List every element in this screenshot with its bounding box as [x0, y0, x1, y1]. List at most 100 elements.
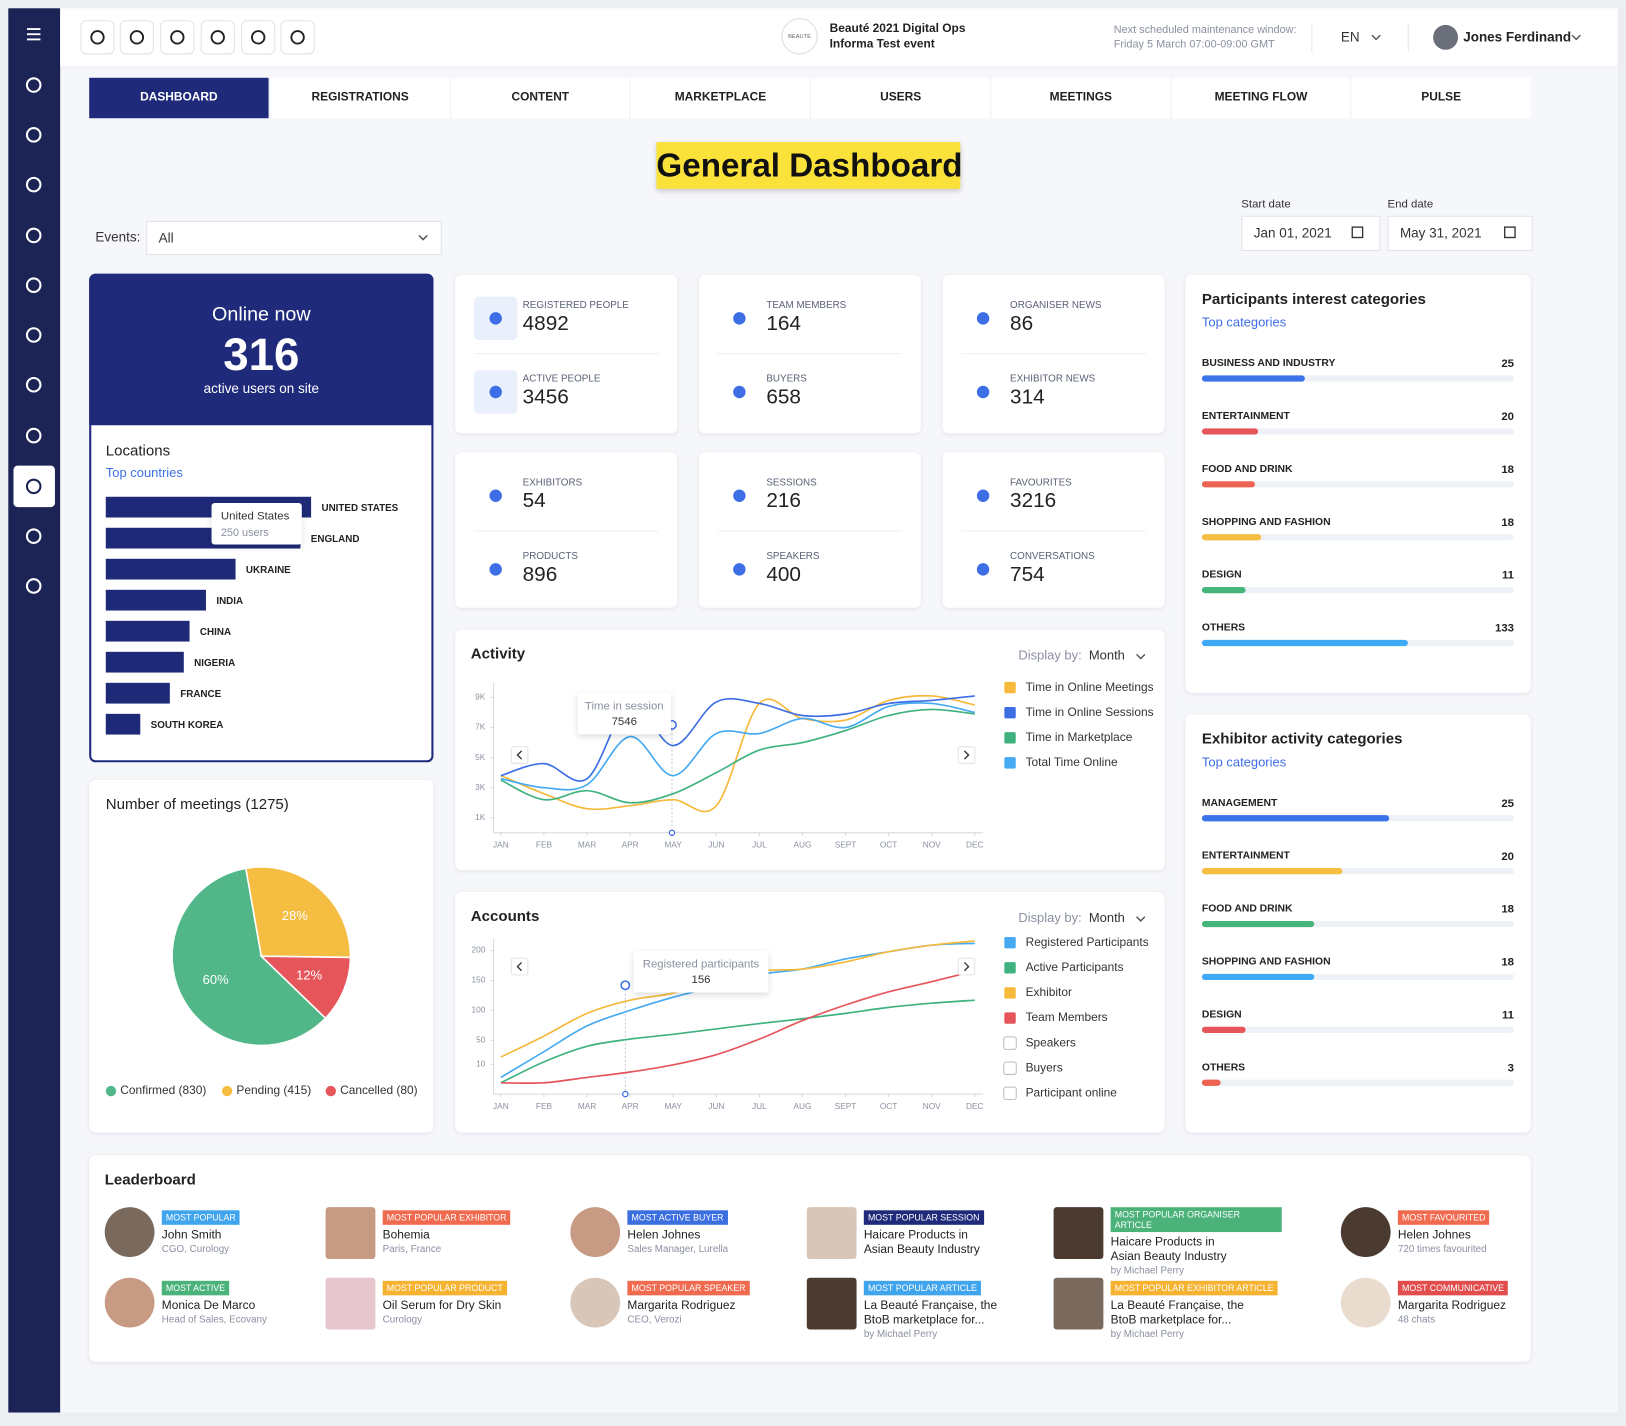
- leader-text: MOST POPULAR EXHIBITOR Bohemia Paris, Fran…: [382, 1207, 554, 1255]
- chart-title: Number of meetings (1275): [105, 796, 289, 814]
- activity-card: [455, 629, 1165, 871]
- stat-value: 3456: [522, 385, 569, 409]
- category-name: FOOD AND DRINK: [1201, 463, 1293, 475]
- leader-detail: CGO, Curology: [161, 1243, 230, 1255]
- nav-tab[interactable]: USERS: [809, 77, 991, 119]
- stat-card: [455, 452, 678, 608]
- accounts-card: [455, 891, 1165, 1133]
- page-title: General Dashboard: [656, 142, 963, 189]
- leader-badge: MOST FAVOURITED: [1397, 1210, 1490, 1225]
- display-value[interactable]: Month: [1088, 648, 1125, 663]
- leader-text: MOST POPULAR SESSION Haicare Products in …: [863, 1207, 1035, 1257]
- leader-text: MOST POPULAR SPEAKER Margarita Rodriguez C…: [627, 1278, 798, 1326]
- stat-card: [942, 274, 1165, 434]
- category-name: FOOD AND DRINK: [1201, 903, 1293, 915]
- stat-value: 86: [1010, 312, 1034, 335]
- date-label: End date: [1387, 198, 1434, 211]
- leader-name: Oil Serum for Dry Skin: [382, 1299, 502, 1312]
- category-title: Participants interest categories: [1201, 291, 1426, 309]
- category-value: 20: [1501, 410, 1515, 424]
- chart-title: Accounts: [470, 908, 540, 926]
- date-input[interactable]: Jan 01, 2021: [1241, 215, 1381, 251]
- stat-label: TEAM MEMBERS: [766, 299, 847, 312]
- stat-label: FAVOURITES: [1010, 477, 1072, 489]
- leader-detail: CEO, Verozi: [627, 1314, 682, 1326]
- leader-badge: MOST ACTIVE BUYER: [627, 1210, 728, 1225]
- leader-detail: by Michael Perry: [863, 1328, 938, 1340]
- sidebar: [8, 8, 61, 1413]
- meetings-card: [89, 779, 434, 1133]
- category-title: Exhibitor activity categories: [1201, 731, 1403, 748]
- category-value: 18: [1501, 516, 1515, 529]
- leader-badge: MOST POPULAR EXHIBITOR: [382, 1210, 511, 1225]
- nav-tab[interactable]: PULSE: [1350, 77, 1531, 119]
- category-value: 25: [1501, 357, 1515, 371]
- user-name[interactable]: Jones Ferdinand: [1463, 29, 1572, 45]
- stat-label: CONVERSATIONS: [1010, 550, 1095, 563]
- date-label: Start date: [1241, 198, 1291, 211]
- category-value: 20: [1501, 850, 1515, 863]
- display-label[interactable]: Display by:: [1018, 648, 1082, 663]
- nav-tab[interactable]: DASHBOARD: [89, 77, 269, 119]
- leader-name: Haicare Products in Asian Beauty Industr…: [1110, 1236, 1227, 1264]
- leader-name: Helen Johnes: [1397, 1228, 1471, 1242]
- leader-name: Haicare Products in Asian Beauty Industr…: [863, 1228, 980, 1256]
- leader-detail: by Michael Perry: [1110, 1328, 1184, 1340]
- nav-tab[interactable]: MEETING FLOW: [1170, 77, 1351, 119]
- online-value: 316: [223, 329, 300, 381]
- leader-text: MOST POPULAR EXHIBITOR ARTICLE La Beauté …: [1110, 1278, 1282, 1340]
- stat-value: 216: [766, 489, 801, 513]
- stat-value: 400: [766, 563, 801, 586]
- leader-detail: Paris, France: [382, 1243, 442, 1255]
- date-input[interactable]: May 31, 2021: [1387, 215, 1533, 251]
- maintenance-time: Friday 5 March 07:00-09:00 GMT: [1113, 38, 1275, 51]
- stat-value: 314: [1010, 385, 1045, 409]
- leader-name: La Beauté Française, the BtoB marketplac…: [863, 1299, 998, 1327]
- leader-detail: by Michael Perry: [1110, 1265, 1184, 1277]
- category-name: OTHERS: [1201, 622, 1246, 634]
- header: [60, 8, 1618, 67]
- leader-detail: 720 times favourited: [1397, 1243, 1487, 1255]
- stat-value: 4892: [522, 312, 569, 335]
- category-name: MANAGEMENT: [1201, 797, 1278, 809]
- stat-label: ACTIVE PEOPLE: [522, 373, 601, 385]
- stat-value: 754: [1010, 563, 1045, 586]
- nav-tab[interactable]: MEETINGS: [990, 77, 1171, 119]
- stat-label: EXHIBITOR NEWS: [1010, 373, 1096, 385]
- category-name: DESIGN: [1201, 1009, 1242, 1021]
- category-name: SHOPPING AND FASHION: [1201, 516, 1331, 528]
- stat-value: 54: [522, 489, 546, 513]
- leader-badge: MOST POPULAR ORGANISER ARTICLE: [1110, 1207, 1282, 1233]
- stat-card: [698, 274, 921, 434]
- leader-text: MOST ACTIVE Monica De Marco Head of Sales,…: [161, 1278, 333, 1326]
- leader-text: MOST POPULAR ARTICLE La Beauté Française,…: [863, 1278, 1035, 1340]
- maintenance-label: Next scheduled maintenance window:: [1113, 23, 1297, 37]
- nav-tab[interactable]: MARKETPLACE: [629, 77, 811, 119]
- leader-detail: 48 chats: [1397, 1314, 1436, 1326]
- language-select[interactable]: EN: [1340, 29, 1360, 45]
- display-label[interactable]: Display by:: [1018, 910, 1082, 926]
- leader-badge: MOST POPULAR: [161, 1210, 240, 1225]
- nav-tab[interactable]: CONTENT: [449, 77, 630, 119]
- leader-badge: MOST COMMUNICATIVE: [1397, 1280, 1509, 1296]
- leader-detail: Sales Manager, Lurella: [627, 1243, 729, 1255]
- leader-name: Monica De Marco: [161, 1299, 256, 1312]
- category-name: DESIGN: [1201, 569, 1242, 581]
- category-name: BUSINESS AND INDUSTRY: [1201, 357, 1336, 370]
- leader-detail: Head of Sales, Ecovany: [161, 1314, 267, 1326]
- leader-name: Helen Johnes: [627, 1228, 701, 1242]
- category-name: ENTERTAINMENT: [1201, 410, 1290, 423]
- stat-label: SESSIONS: [766, 477, 817, 489]
- category-value: 18: [1501, 956, 1515, 969]
- leader-badge: MOST POPULAR SPEAKER: [627, 1280, 750, 1296]
- leader-badge: MOST POPULAR SESSION: [863, 1210, 984, 1225]
- nav-tab[interactable]: REGISTRATIONS: [269, 77, 450, 119]
- leader-text: MOST POPULAR PRODUCT Oil Serum for Dry Sk…: [382, 1278, 554, 1325]
- stat-label: ORGANISER NEWS: [1010, 299, 1102, 312]
- category-subtitle: Top categories: [1201, 315, 1287, 330]
- leader-badge: MOST POPULAR PRODUCT: [382, 1280, 507, 1296]
- display-value[interactable]: Month: [1088, 910, 1125, 926]
- leaderboard-title: Leaderboard: [104, 1171, 196, 1189]
- category-subtitle: Top categories: [1201, 755, 1287, 770]
- events-select[interactable]: All: [146, 220, 442, 256]
